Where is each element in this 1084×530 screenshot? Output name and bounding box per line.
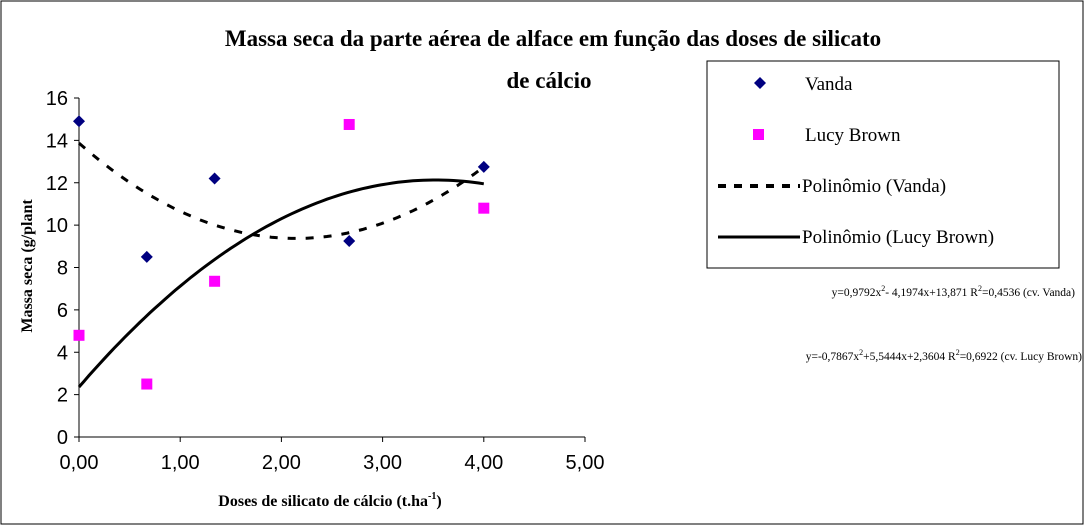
trendline-lucy-brown [77, 178, 485, 388]
point-lucy-brown [73, 329, 85, 341]
trendline-vanda [78, 141, 485, 240]
legend-label-vanda: Vanda [805, 74, 853, 95]
x-tick-label: 4,00 [464, 452, 503, 474]
point-vanda [477, 160, 490, 173]
point-lucy-brown [343, 118, 355, 130]
point-lucy-brown [209, 275, 221, 287]
legend-marker-lucy-brown [753, 129, 764, 140]
x-tick-label: 1,00 [161, 452, 200, 474]
y-tick-label: 10 [46, 215, 68, 237]
chart-title-line-1: Massa seca da parte aérea de alface em f… [225, 26, 881, 51]
point-vanda [208, 172, 221, 185]
legend-label-poly-vanda: Polinômio (Vanda) [802, 176, 946, 197]
y-tick-label: 8 [57, 258, 68, 280]
x-tick-label: 0,00 [60, 452, 99, 474]
x-tick-label: 2,00 [262, 452, 301, 474]
y-axis-title: Massa seca (g/plant [19, 199, 36, 333]
legend-label-lucy-brown: Lucy Brown [805, 125, 901, 146]
legend-label-poly-lucy-brown: Polinômio (Lucy Brown) [802, 227, 994, 248]
chart-title-line-2: de cálcio [507, 68, 592, 93]
legend: Vanda Lucy Brown Polinômio (Vanda) Polin… [706, 60, 1060, 269]
y-tick-label: 0 [57, 427, 68, 449]
x-tick-label: 3,00 [363, 452, 402, 474]
point-lucy-brown [141, 378, 153, 390]
equation-vanda: y=0,9792x2- 4,1974x+13,871 R2=0,4536 (cv… [832, 284, 1076, 299]
data-points [73, 115, 490, 390]
equation-lucy-brown: y=-0,7867x2+5,5444x+2,3604 R2=0,6922 (cv… [806, 348, 1082, 363]
point-lucy-brown [478, 202, 490, 214]
y-tick-label: 2 [57, 385, 68, 407]
y-tick-label: 12 [46, 173, 68, 195]
axis-ticks: 0,00 1,00 2,00 3,00 4,00 5,00 0 2 4 6 8 10 12 14 16 [46, 88, 605, 474]
point-vanda [343, 235, 356, 248]
point-vanda [140, 250, 153, 263]
legend-box [706, 60, 1060, 269]
y-tick-label: 14 [46, 130, 68, 152]
y-tick-label: 6 [57, 300, 68, 322]
y-tick-label: 4 [57, 342, 68, 364]
y-tick-label: 16 [46, 88, 68, 110]
x-tick-label: 5,00 [566, 452, 605, 474]
point-vanda [73, 115, 85, 128]
trendlines [77, 141, 485, 388]
legend-marker-vanda [754, 77, 766, 89]
x-axis-title: Doses de silicato de cálcio (t.ha-1) [218, 491, 441, 510]
